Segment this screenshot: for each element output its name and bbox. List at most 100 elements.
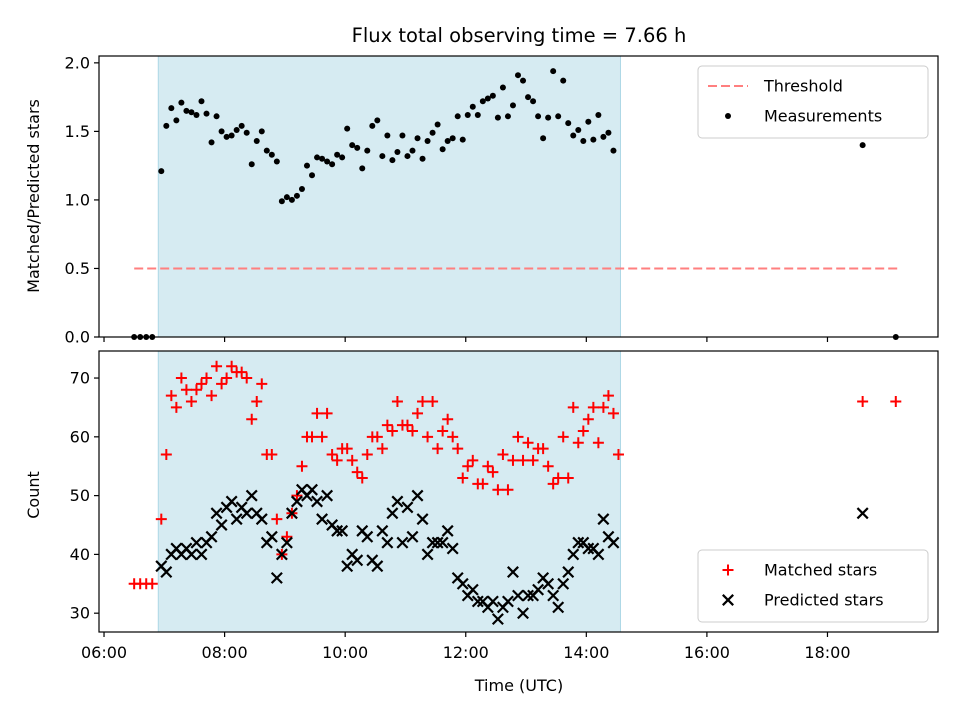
measurement-point xyxy=(233,127,240,134)
measurement-point xyxy=(550,68,557,75)
legend-dot-swatch xyxy=(725,113,731,119)
series-predicted-stars xyxy=(155,483,869,626)
measurement-point xyxy=(223,133,230,140)
measurement-point xyxy=(414,135,421,142)
measurement-point xyxy=(188,109,195,116)
measurement-point xyxy=(424,137,431,144)
matched-star-point xyxy=(296,460,308,472)
matched-star-point xyxy=(236,366,248,378)
legend-box xyxy=(697,549,929,623)
predicted-star-point xyxy=(446,542,459,555)
measurement-point xyxy=(309,172,316,179)
predicted-star-point xyxy=(557,577,570,590)
x-tick-label: 06:00 xyxy=(81,643,127,662)
measurement-point xyxy=(504,113,511,120)
measurement-point xyxy=(298,185,305,192)
predicted-star-point xyxy=(185,548,198,561)
x-tick-label: 16:00 xyxy=(684,643,730,662)
matched-star-point xyxy=(417,396,429,408)
matched-star-point xyxy=(221,372,233,384)
measurement-point xyxy=(314,154,321,161)
measurement-point xyxy=(570,132,577,139)
predicted-star-point xyxy=(270,571,283,584)
predicted-star-point xyxy=(607,536,620,549)
predicted-star-point xyxy=(517,607,529,620)
predicted-star-point xyxy=(245,489,258,502)
matched-star-point xyxy=(316,431,328,443)
measurement-point xyxy=(198,98,205,105)
measurement-point xyxy=(595,111,602,118)
predicted-star-point xyxy=(441,524,454,537)
matched-star-point xyxy=(432,443,444,455)
matched-star-point xyxy=(226,360,238,372)
measurement-point xyxy=(419,155,426,162)
legend-label: Matched stars xyxy=(764,561,877,580)
predicted-star-point xyxy=(361,530,374,543)
measurement-point xyxy=(434,121,441,128)
x-tick-label: 08:00 xyxy=(202,643,248,662)
measurement-point xyxy=(575,127,582,134)
predicted-star-point xyxy=(316,513,329,526)
predicted-star-point xyxy=(255,513,268,526)
measurement-point xyxy=(555,113,562,120)
measurement-point xyxy=(273,158,280,165)
matched-star-point xyxy=(361,448,373,460)
predicted-star-point xyxy=(306,483,318,496)
matched-star-point xyxy=(612,448,624,460)
measurement-point xyxy=(565,120,572,127)
measurement-point xyxy=(163,122,170,129)
predicted-star-point xyxy=(396,536,409,549)
measurement-point xyxy=(293,192,300,199)
legend-label: Threshold xyxy=(763,77,843,96)
matched-star-point xyxy=(522,437,534,449)
x-axis-label: Time (UTC) xyxy=(474,676,563,695)
matched-star-point xyxy=(190,384,202,396)
predicted-star-point xyxy=(401,501,414,514)
matched-star-point xyxy=(376,443,388,455)
measurement-point xyxy=(514,72,521,79)
matched-star-point xyxy=(391,396,403,408)
predicted-star-point xyxy=(466,583,479,596)
matched-star-point xyxy=(406,425,418,437)
measurement-point xyxy=(499,84,506,91)
ratio-panel: 0.0 0.5 1.0 1.5 2.0 Matched/Predicted stars Th… xyxy=(24,53,939,347)
matched-star-point xyxy=(175,372,187,384)
y-tick-label: 1.0 xyxy=(65,190,90,209)
predicted-star-point xyxy=(436,536,449,549)
predicted-star-point xyxy=(195,548,208,561)
measurement-point xyxy=(203,110,210,117)
matched-star-point xyxy=(507,454,519,466)
matched-star-point xyxy=(452,443,464,455)
matched-star-point xyxy=(587,401,599,413)
matched-star-point xyxy=(246,413,258,425)
predicted-star-point xyxy=(280,536,293,549)
matched-star-point xyxy=(311,407,323,419)
measurement-point xyxy=(173,117,180,124)
predicted-star-point xyxy=(225,495,238,508)
matched-star-point xyxy=(567,401,579,413)
matched-star-point xyxy=(351,466,363,478)
matched-star-point xyxy=(206,390,218,402)
matched-star-point xyxy=(437,425,449,437)
matched-star-point xyxy=(306,431,318,443)
measurement-point xyxy=(394,148,401,155)
measurement-point xyxy=(334,151,341,158)
predicted-star-point xyxy=(321,489,334,502)
matched-star-point xyxy=(447,431,459,443)
predicted-star-point xyxy=(190,536,203,549)
predicted-star-point xyxy=(215,519,228,531)
matched-star-point xyxy=(527,454,539,466)
x-tick-label: 12:00 xyxy=(443,643,489,662)
predicted-star-point xyxy=(512,589,524,602)
matched-star-point xyxy=(371,431,383,443)
predicted-star-point xyxy=(210,507,223,520)
measurement-point xyxy=(168,105,175,112)
measurement-point xyxy=(319,155,326,162)
matched-star-point xyxy=(467,454,479,466)
measurement-point xyxy=(464,111,471,118)
matched-star-point xyxy=(211,360,223,372)
measurement-point xyxy=(183,107,190,114)
matched-star-point xyxy=(607,407,619,419)
chart-title: Flux total observing time = 7.66 h xyxy=(352,24,687,47)
